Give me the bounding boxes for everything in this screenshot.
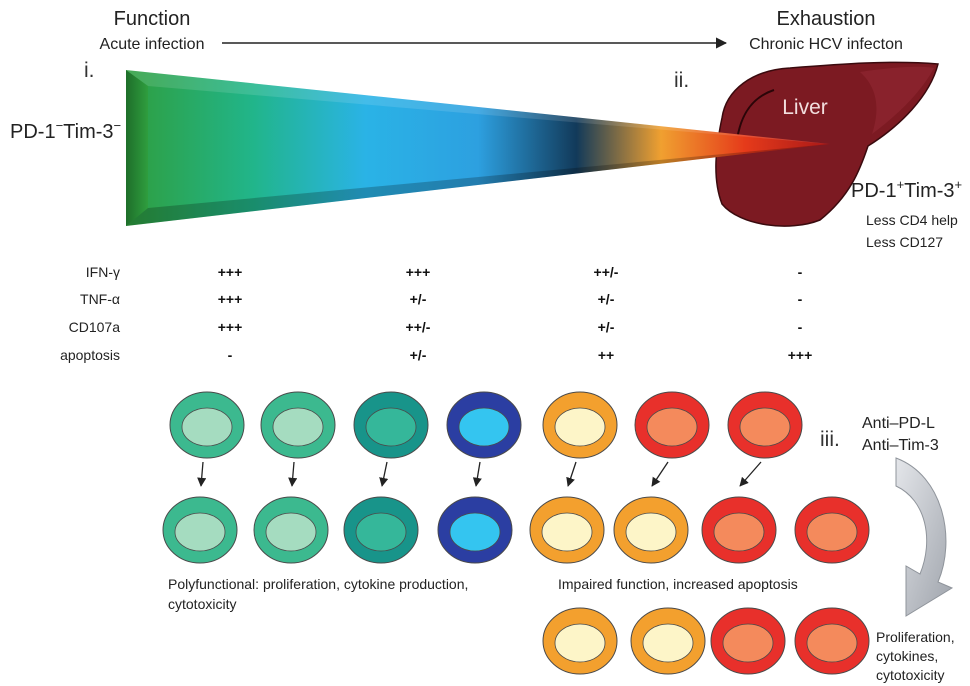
treatment-curved-arrow bbox=[895, 457, 954, 617]
down-arrow bbox=[288, 461, 298, 487]
cell-row1-red bbox=[727, 391, 803, 459]
row-label-1: TNF-α bbox=[80, 291, 120, 307]
exhaustion-title: Exhaustion bbox=[777, 8, 876, 30]
down-arrow bbox=[651, 461, 669, 487]
cell-row2-orange bbox=[613, 496, 689, 564]
exhaustion-subtitle: Chronic HCV infecton bbox=[749, 36, 903, 53]
cell-row1-teal bbox=[353, 391, 429, 459]
function-gradient-wedge bbox=[126, 70, 830, 226]
outcome-proliferation: Proliferation, bbox=[876, 629, 955, 645]
caption-impaired: Impaired function, increased apoptosis bbox=[558, 576, 798, 592]
function-subtitle: Acute infection bbox=[100, 36, 205, 53]
table-value: +/- bbox=[598, 291, 615, 307]
table-value: +++ bbox=[218, 291, 243, 307]
row-label-2: CD107a bbox=[69, 319, 121, 335]
table-value: +/- bbox=[410, 291, 427, 307]
table-value: - bbox=[228, 347, 233, 363]
cell-row1-green bbox=[260, 391, 336, 459]
down-arrow bbox=[472, 461, 482, 487]
note-less-cd4-help: Less CD4 help bbox=[866, 212, 958, 228]
down-arrow bbox=[379, 461, 389, 487]
cell-row2-orange bbox=[529, 496, 605, 564]
cell-row2-teal bbox=[343, 496, 419, 564]
row-label-3: apoptosis bbox=[60, 347, 120, 363]
table-value: +/- bbox=[410, 347, 427, 363]
table-value: +++ bbox=[788, 347, 813, 363]
table-value: +++ bbox=[218, 264, 243, 280]
cell-row2-green bbox=[162, 496, 238, 564]
table-value: ++ bbox=[598, 347, 614, 363]
function-title: Function bbox=[114, 8, 191, 30]
down-arrow bbox=[566, 461, 577, 487]
label-i: i. bbox=[84, 59, 95, 82]
caption-polyfunctional: Polyfunctional: proliferation, cytokine … bbox=[168, 576, 468, 592]
outcome-cytotoxicity: cytotoxicity bbox=[876, 667, 944, 683]
cell-row2-red bbox=[794, 496, 870, 564]
down-arrow bbox=[197, 461, 207, 487]
row-label-0: IFN-γ bbox=[86, 264, 120, 280]
cell-row3-orange bbox=[630, 607, 706, 675]
cell-row2-green bbox=[253, 496, 329, 564]
table-value: +/- bbox=[598, 319, 615, 335]
outcome-cytokines: cytokines, bbox=[876, 648, 938, 664]
note-less-cd127: Less CD127 bbox=[866, 234, 943, 250]
table-value: - bbox=[798, 291, 803, 307]
marker-pd1-pos-tim3-pos: PD-1+Tim-3+ bbox=[851, 177, 962, 202]
cell-row1-red bbox=[634, 391, 710, 459]
label-iii: iii. bbox=[820, 428, 840, 451]
treatment-anti-pdl: Anti–PD-L bbox=[862, 415, 935, 432]
table-value: - bbox=[798, 319, 803, 335]
marker-pd1-neg-tim3-neg: PD-1−Tim-3− bbox=[10, 118, 121, 143]
function-table: IFN-γ +++ +++ ++/- -TNF-α +++ +/- +/- -CD107a +++… bbox=[60, 264, 812, 363]
table-value: +++ bbox=[406, 264, 431, 280]
cell-row3-orange bbox=[542, 607, 618, 675]
cell-row2-blue bbox=[437, 496, 513, 564]
table-value: - bbox=[798, 264, 803, 280]
treatment-anti-tim3: Anti–Tim-3 bbox=[862, 437, 939, 454]
cell-row1-orange bbox=[542, 391, 618, 459]
cell-row3-red bbox=[710, 607, 786, 675]
table-value: ++/- bbox=[594, 264, 619, 280]
label-ii: ii. bbox=[674, 69, 689, 92]
cell-row3-red bbox=[794, 607, 870, 675]
cell-row2-red bbox=[701, 496, 777, 564]
cell-row1-blue bbox=[446, 391, 522, 459]
liver-label: Liver bbox=[782, 96, 828, 119]
transition-arrows bbox=[197, 461, 762, 487]
table-value: +++ bbox=[218, 319, 243, 335]
down-arrow bbox=[739, 461, 762, 487]
cell-rows bbox=[162, 391, 870, 675]
table-value: ++/- bbox=[406, 319, 431, 335]
cell-row1-green bbox=[169, 391, 245, 459]
caption-cytotoxicity: cytotoxicity bbox=[168, 596, 236, 612]
